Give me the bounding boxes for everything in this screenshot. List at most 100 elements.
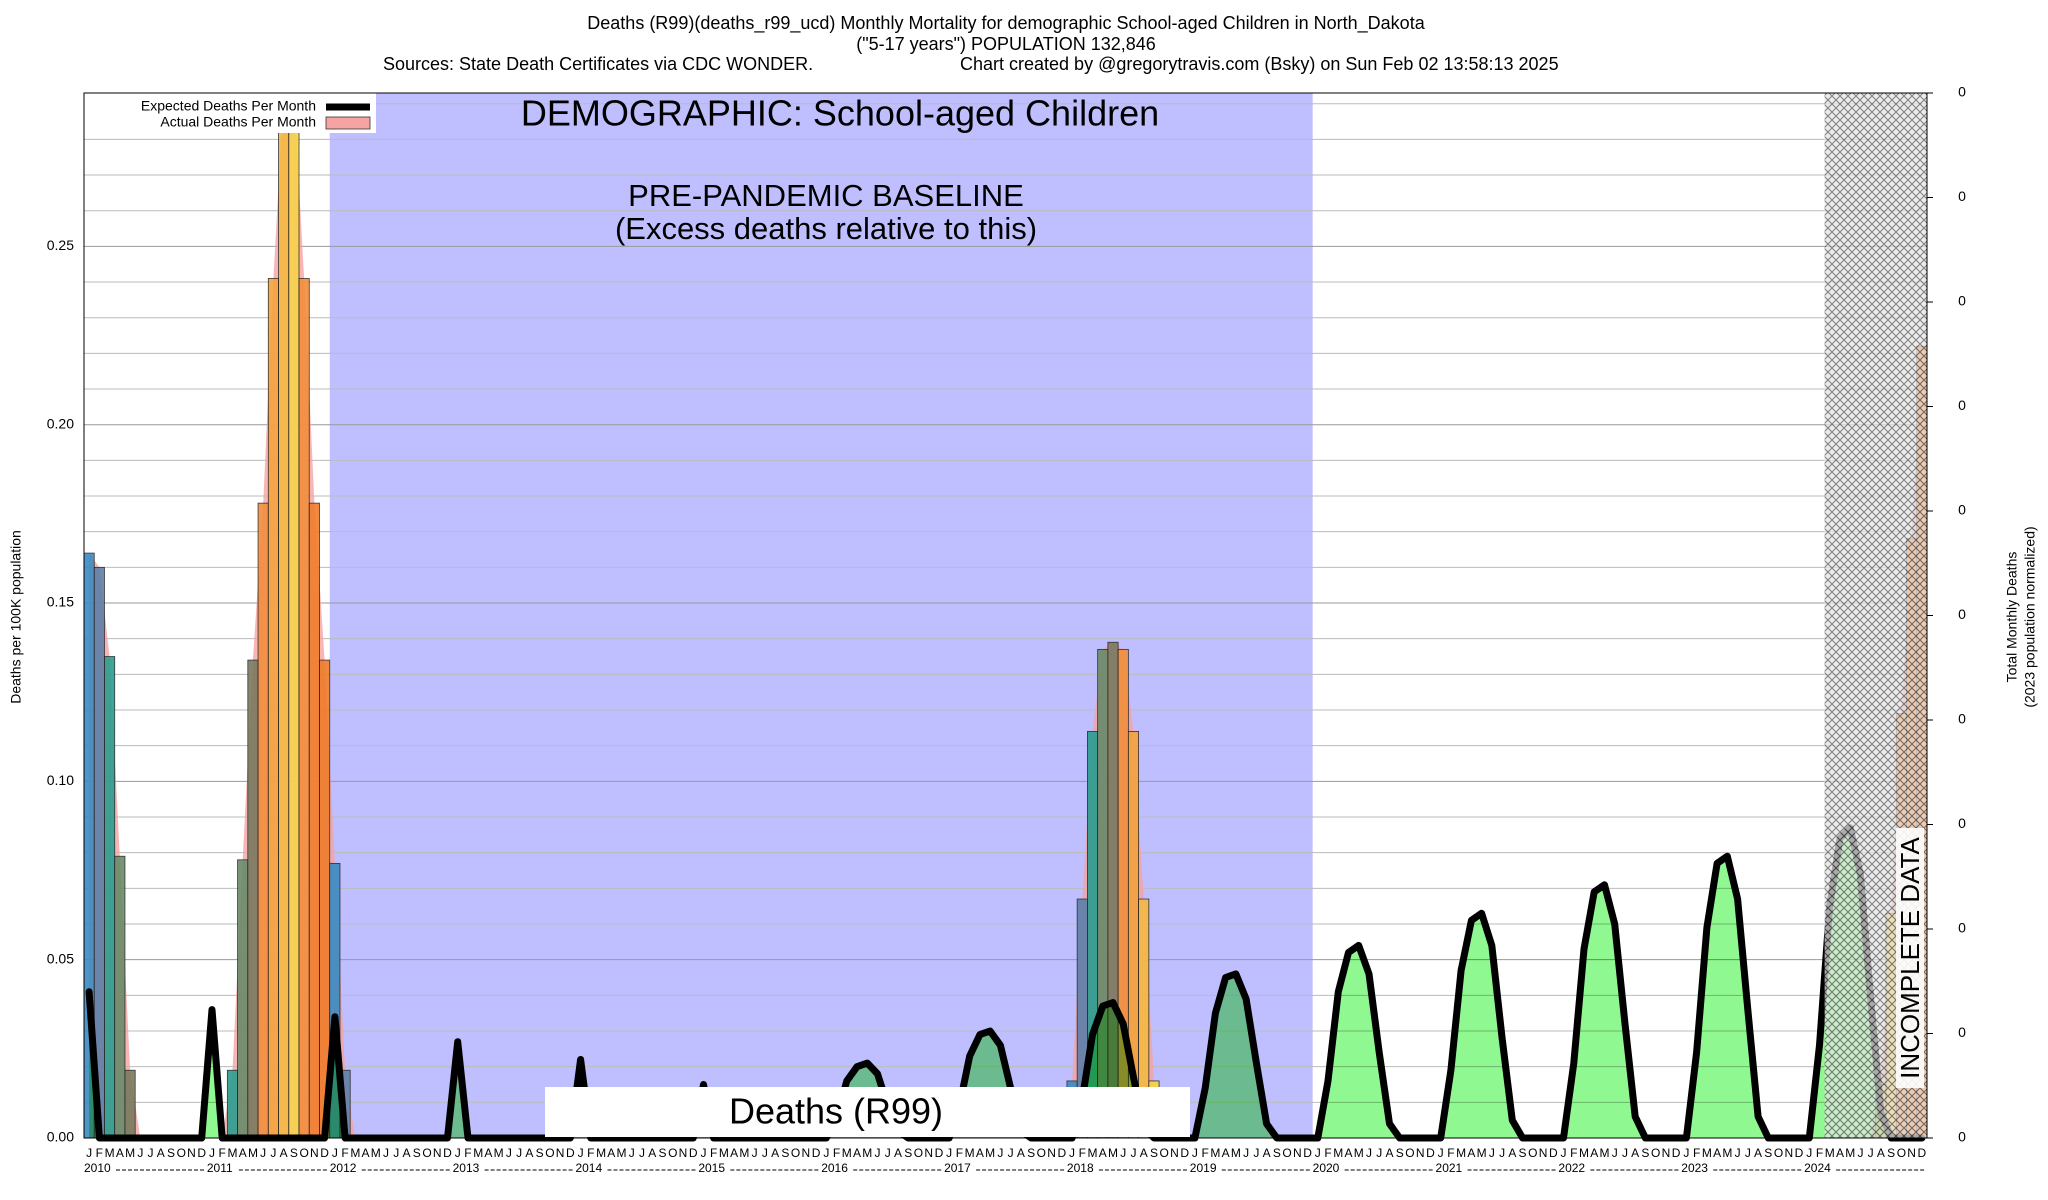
month-label: N	[1170, 1146, 1179, 1160]
month-label: D	[689, 1146, 698, 1160]
month-label: J	[1315, 1146, 1321, 1160]
month-label: D	[443, 1146, 452, 1160]
month-label: J	[209, 1146, 215, 1160]
y-tick-label: 0.15	[47, 594, 74, 610]
month-label: A	[1467, 1146, 1475, 1160]
month-label: A	[484, 1146, 492, 1160]
month-label: J	[1683, 1146, 1689, 1160]
incomplete-label: INCOMPLETE DATA	[1895, 836, 1925, 1078]
month-label: N	[924, 1146, 933, 1160]
month-label: N	[556, 1146, 565, 1160]
month-label: D	[1426, 1146, 1435, 1160]
year-label: 2015	[698, 1161, 725, 1175]
y-tick-label: 0.25	[47, 237, 74, 253]
year-label: 2011	[207, 1161, 233, 1175]
month-label: D	[566, 1146, 575, 1160]
month-label: J	[148, 1146, 154, 1160]
month-label: N	[679, 1146, 688, 1160]
month-label: F	[1447, 1146, 1454, 1160]
month-label: M	[739, 1146, 749, 1160]
month-label: S	[1273, 1146, 1281, 1160]
month-label: D	[1918, 1146, 1927, 1160]
month-label: M	[248, 1146, 258, 1160]
y-tick-label: 0.10	[47, 772, 74, 788]
month-label: D	[812, 1146, 821, 1160]
month-label: S	[1027, 1146, 1035, 1160]
year-label: 2020	[1313, 1161, 1340, 1175]
month-label: M	[1599, 1146, 1609, 1160]
month-label: J	[516, 1146, 522, 1160]
month-label: M	[1088, 1146, 1098, 1160]
month-label: A	[116, 1146, 124, 1160]
month-label: J	[506, 1146, 512, 1160]
bar	[247, 659, 259, 1139]
expected-area	[89, 827, 1922, 1138]
month-label: A	[239, 1146, 247, 1160]
month-label: N	[1539, 1146, 1548, 1160]
month-label: A	[157, 1146, 165, 1160]
month-label: J	[1376, 1146, 1382, 1160]
y2-tick-label: 0	[1958, 920, 1966, 936]
month-label: A	[1754, 1146, 1762, 1160]
month-label: O	[914, 1146, 923, 1160]
cause-box	[545, 1087, 1190, 1137]
y-tick-label: 0.20	[47, 415, 74, 431]
month-label: M	[1477, 1146, 1487, 1160]
month-label: M	[1702, 1146, 1712, 1160]
incomplete-label-box	[1896, 828, 1924, 1088]
month-label: O	[422, 1146, 431, 1160]
month-label: J	[1130, 1146, 1136, 1160]
year-label: 2013	[453, 1161, 480, 1175]
month-label: O	[1774, 1146, 1783, 1160]
month-label: N	[1662, 1146, 1671, 1160]
month-label: S	[413, 1146, 421, 1160]
year-label: 2023	[1681, 1161, 1708, 1175]
month-label: J	[1366, 1146, 1372, 1160]
month-label: A	[1385, 1146, 1393, 1160]
month-label: O	[299, 1146, 308, 1160]
month-label: J	[1868, 1146, 1874, 1160]
month-label: O	[545, 1146, 554, 1160]
bar	[278, 92, 290, 1139]
month-label: O	[668, 1146, 677, 1160]
month-label: A	[1222, 1146, 1230, 1160]
month-label: J	[1192, 1146, 1198, 1160]
month-label: M	[965, 1146, 975, 1160]
month-label: A	[1099, 1146, 1107, 1160]
month-label: N	[1784, 1146, 1793, 1160]
bar	[308, 502, 320, 1139]
year-label: 2010	[84, 1161, 111, 1175]
month-label: N	[310, 1146, 319, 1160]
bar	[104, 656, 116, 1139]
year-label: 2016	[821, 1161, 848, 1175]
bar	[288, 92, 300, 1139]
y2-tick-label: 0	[1958, 606, 1966, 622]
month-label: J	[823, 1146, 829, 1160]
month-label: D	[1303, 1146, 1312, 1160]
month-label: F	[341, 1146, 348, 1160]
month-label: D	[1795, 1146, 1804, 1160]
legend-label: Expected Deaths Per Month	[141, 98, 316, 114]
y2-tick-label: 0	[1958, 815, 1966, 831]
month-label: A	[976, 1146, 984, 1160]
month-label: J	[1806, 1146, 1812, 1160]
month-label: O	[1282, 1146, 1291, 1160]
month-label: F	[1570, 1146, 1577, 1160]
month-label: D	[197, 1146, 206, 1160]
month-label: M	[227, 1146, 237, 1160]
y-tick-label: 0.00	[47, 1129, 74, 1145]
month-label: A	[525, 1146, 533, 1160]
month-label: N	[1293, 1146, 1302, 1160]
month-label: D	[1180, 1146, 1189, 1160]
month-label: A	[403, 1146, 411, 1160]
month-label: J	[1735, 1146, 1741, 1160]
bar	[226, 1069, 238, 1139]
baseline-note: (Excess deaths relative to this)	[615, 211, 1037, 246]
month-label: J	[946, 1146, 952, 1160]
month-label: M	[842, 1146, 852, 1160]
month-label: A	[1877, 1146, 1885, 1160]
month-label: S	[1887, 1146, 1895, 1160]
month-label: M	[1231, 1146, 1241, 1160]
month-label: J	[578, 1146, 584, 1160]
month-label: M	[1354, 1146, 1364, 1160]
